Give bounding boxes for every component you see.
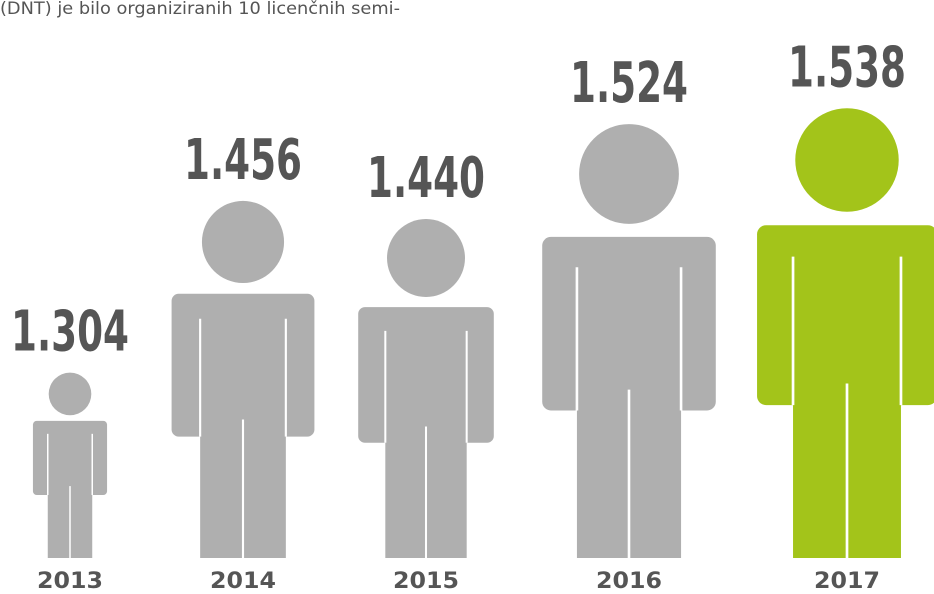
head (201, 200, 285, 284)
x-tick-label: 2016 (596, 569, 662, 594)
x-tick-label: 2015 (393, 569, 459, 594)
head (48, 372, 92, 416)
person-figure (757, 108, 934, 559)
person-figure (32, 372, 108, 558)
value-label: 1.304 (11, 300, 129, 365)
value-label: 1.440 (367, 146, 485, 211)
subtitle: (DNT) je bilo organiziranih 10 licenčnih… (0, 0, 400, 19)
person-figure (171, 200, 315, 558)
value-label: 1.538 (788, 35, 906, 100)
head (579, 124, 679, 224)
value-label: 1.456 (184, 128, 302, 193)
x-tick-label: 2013 (37, 569, 103, 594)
x-tick-label: 2017 (814, 569, 880, 594)
head (387, 218, 465, 297)
person-figure (358, 218, 494, 558)
person-figure (542, 124, 716, 558)
value-label: 1.524 (570, 51, 688, 116)
x-tick-label: 2014 (210, 569, 276, 594)
head (795, 108, 899, 212)
